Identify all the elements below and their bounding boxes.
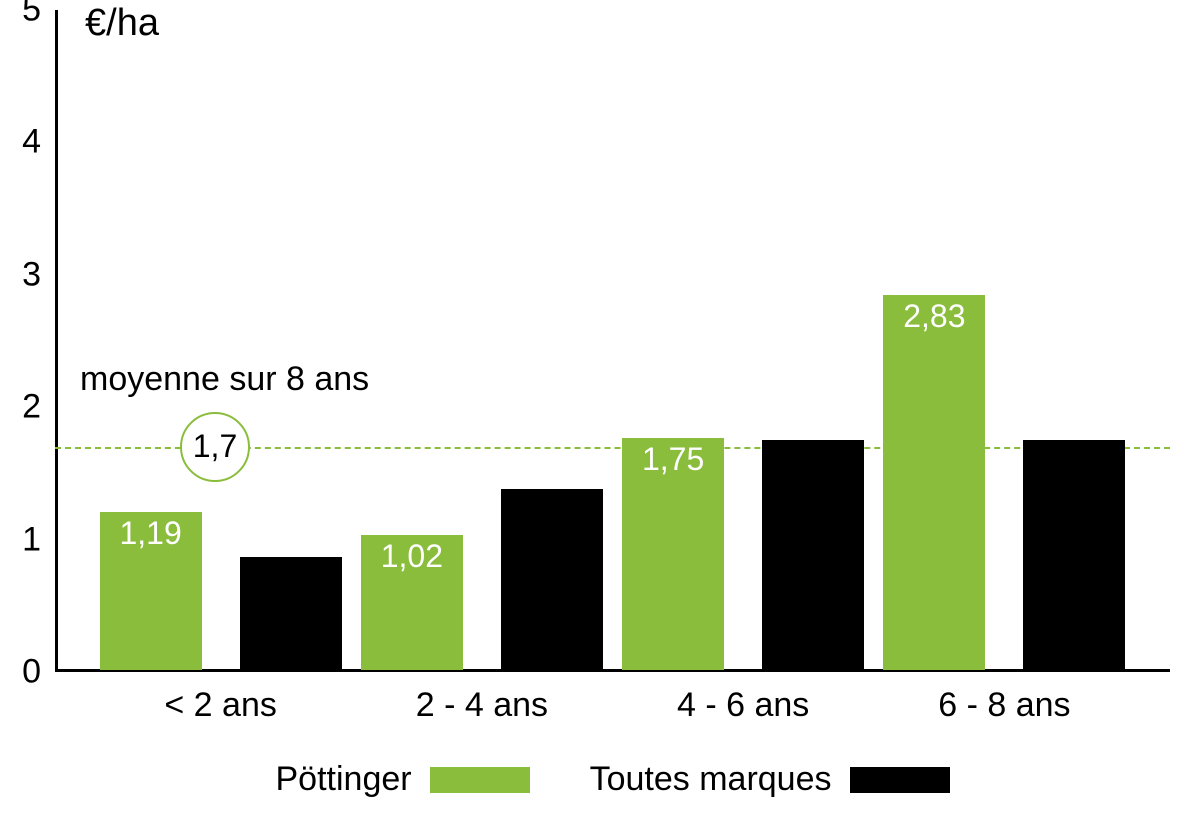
legend-swatch [430,767,530,793]
legend: Pöttinger Toutes marques [55,760,1170,799]
legend-item: Toutes marques [590,760,950,799]
legend-item: Pöttinger [276,760,530,799]
y-axis [55,10,58,672]
bar-toutes-marques [762,440,864,670]
y-axis-unit-label: €/ha [85,2,159,45]
y-tick-label: 2 [22,388,41,427]
average-value-badge: 1,7 [180,412,250,482]
y-tick-label: 5 [22,0,41,30]
bar-toutes-marques [1023,440,1125,670]
plot-area: €/ha 0123451,19< 2 ans1,022 - 4 ans1,754… [55,10,1170,672]
legend-swatch [850,767,950,793]
average-value: 1,7 [193,428,237,465]
cost-per-ha-chart: €/ha 0 1 2 3 4 5 1,19 < 2 ans 1,02 2 - 4 ans 1,75 4… [0,0,1192,818]
y-tick-label: 1 [22,520,41,559]
bar-pottinger [883,295,985,670]
bar-value-label: 1,75 [622,441,724,478]
bar-value-label: 1,02 [361,538,463,575]
y-tick-label: 0 [22,653,41,692]
legend-label: Pöttinger [276,760,412,799]
average-caption: moyenne sur 8 ans [80,360,369,399]
bar-value-label: 2,83 [883,298,985,335]
y-tick-label: 3 [22,255,41,294]
x-category-label: 2 - 4 ans [416,686,548,725]
x-category-label: 6 - 8 ans [938,686,1070,725]
legend-label: Toutes marques [590,760,832,799]
y-tick-label: 4 [22,123,41,162]
x-category-label: 4 - 6 ans [677,686,809,725]
x-axis [55,669,1170,672]
bar-toutes-marques [240,557,342,670]
bar-value-label: 1,19 [100,515,202,552]
x-category-label: < 2 ans [164,686,276,725]
bar-toutes-marques [501,489,603,670]
